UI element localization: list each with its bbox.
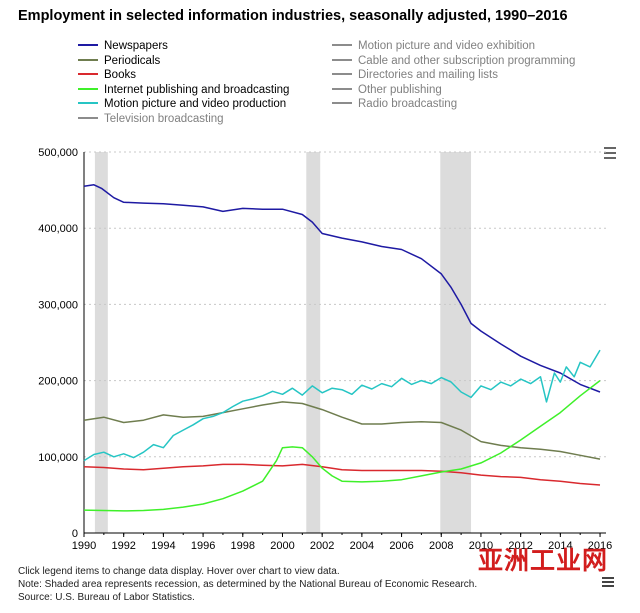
x-tick-label: 2016 bbox=[588, 540, 612, 552]
legend-item-motion-picture-production[interactable]: Motion picture and video production bbox=[78, 98, 286, 110]
footer-note: Note: Shaded area represents recession, … bbox=[18, 579, 478, 590]
legend-label: Cable and other subscription programming bbox=[358, 55, 576, 67]
legend-swatch bbox=[78, 72, 98, 75]
legend-swatch bbox=[78, 87, 98, 90]
grid-lines bbox=[84, 151, 606, 458]
x-tick-label: 2008 bbox=[429, 540, 453, 552]
legend-item-books[interactable]: Books bbox=[78, 69, 136, 81]
recession-band-0 bbox=[94, 152, 108, 533]
legend-swatch bbox=[78, 116, 98, 119]
recession-band-1 bbox=[306, 152, 321, 533]
x-tick-label: 2002 bbox=[310, 540, 334, 552]
list-icon bbox=[602, 577, 614, 589]
legend-label: Motion picture and video exhibition bbox=[358, 40, 536, 52]
legend-label: Radio broadcasting bbox=[358, 98, 458, 110]
series-line-motion-picture-and-video-production[interactable] bbox=[83, 349, 601, 462]
series-line-periodicals[interactable] bbox=[83, 401, 601, 460]
x-tick-label: 1998 bbox=[231, 540, 255, 552]
series-line-newspapers[interactable] bbox=[83, 184, 601, 393]
hamburger-menu-icon[interactable] bbox=[604, 147, 616, 162]
y-tick-label: 400,000 bbox=[38, 223, 78, 235]
chart-title: Employment in selected information indus… bbox=[18, 8, 568, 24]
legend-item-motion-picture-exhibition[interactable]: Motion picture and video exhibition bbox=[332, 40, 535, 52]
x-tick-label: 1994 bbox=[151, 540, 175, 552]
legend-swatch bbox=[332, 101, 352, 104]
series-lines bbox=[83, 184, 601, 512]
y-tick-label: 500,000 bbox=[38, 147, 78, 159]
y-tick-label: 300,000 bbox=[38, 299, 78, 311]
x-tick-label: 2004 bbox=[350, 540, 374, 552]
x-tick-label: 1990 bbox=[72, 540, 96, 552]
watermark-logo: 亚洲工业网 bbox=[478, 546, 609, 575]
legend-label: Periodicals bbox=[104, 55, 161, 67]
legend-swatch bbox=[78, 101, 98, 104]
legend-item-cable-programming[interactable]: Cable and other subscription programming bbox=[332, 55, 575, 67]
x-tick-label: 2006 bbox=[389, 540, 413, 552]
y-tick-label: 0 bbox=[72, 528, 78, 540]
legend-swatch bbox=[78, 58, 98, 61]
legend-label: Internet publishing and broadcasting bbox=[104, 84, 290, 96]
legend-swatch bbox=[332, 43, 352, 46]
legend-label: Motion picture and video production bbox=[104, 98, 287, 110]
legend-label: Newspapers bbox=[104, 40, 168, 52]
legend-swatch bbox=[332, 72, 352, 75]
legend-swatch bbox=[332, 58, 352, 61]
recession-band-2 bbox=[440, 152, 472, 533]
legend-item-radio-broadcasting[interactable]: Radio broadcasting bbox=[332, 98, 457, 110]
x-tick-label: 1992 bbox=[111, 540, 135, 552]
legend-item-other-publishing[interactable]: Other publishing bbox=[332, 84, 442, 96]
legend-swatch bbox=[78, 43, 98, 46]
legend-item-internet-publishing[interactable]: Internet publishing and broadcasting bbox=[78, 84, 289, 96]
footer-instructions: Click legend items to change data displa… bbox=[18, 566, 340, 577]
series-line-books[interactable] bbox=[83, 463, 601, 486]
footer-source: Source: U.S. Bureau of Labor Statistics. bbox=[18, 592, 195, 603]
x-tick-label: 2010 bbox=[469, 540, 493, 552]
x-tick-label: 2000 bbox=[270, 540, 294, 552]
legend-label: Books bbox=[104, 69, 136, 81]
legend-label: Other publishing bbox=[358, 84, 442, 96]
x-tick-label: 1996 bbox=[191, 540, 215, 552]
series-line-internet-publishing-and-broadcasting[interactable] bbox=[83, 380, 601, 512]
y-tick-label: 100,000 bbox=[38, 452, 78, 464]
legend-label: Directories and mailing lists bbox=[358, 69, 498, 81]
legend-item-television-broadcasting[interactable]: Television broadcasting bbox=[78, 113, 224, 125]
legend-item-periodicals[interactable]: Periodicals bbox=[78, 55, 160, 67]
recession-bands bbox=[94, 152, 472, 533]
x-tick-label: 2012 bbox=[508, 540, 532, 552]
y-tick-label: 200,000 bbox=[38, 376, 78, 388]
legend-item-directories[interactable]: Directories and mailing lists bbox=[332, 69, 498, 81]
legend-label: Television broadcasting bbox=[104, 113, 224, 125]
legend-swatch bbox=[332, 87, 352, 90]
x-tick-label: 2014 bbox=[548, 540, 572, 552]
axes: 0 100,000 200,000 300,000 400,000 500,000 1990… bbox=[38, 147, 612, 552]
legend-item-newspapers[interactable]: Newspapers bbox=[78, 40, 168, 52]
